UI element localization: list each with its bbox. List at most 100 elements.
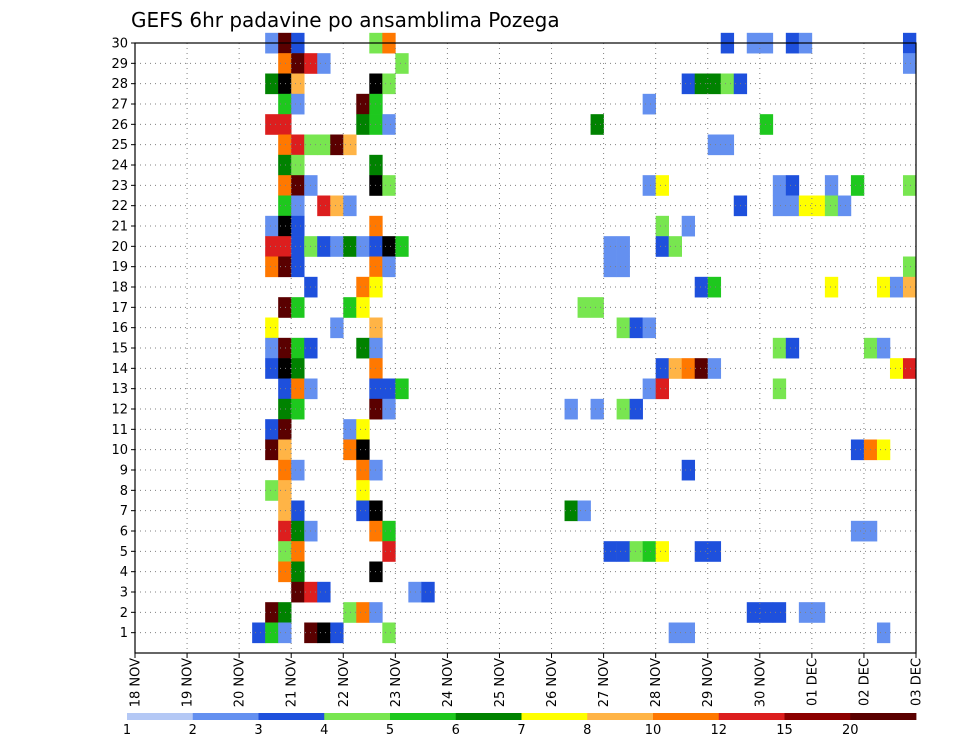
heatmap-cell <box>278 236 292 257</box>
y-tick-label: 2 <box>120 606 128 621</box>
heatmap-cell <box>772 378 787 400</box>
heatmap-cell <box>616 256 630 278</box>
heatmap-cell <box>278 93 292 115</box>
heatmap-cell <box>785 195 800 217</box>
heatmap-cell <box>291 93 305 115</box>
heatmap-cell <box>642 317 656 339</box>
heatmap-cell <box>681 215 696 237</box>
heatmap-cell <box>291 520 305 542</box>
heatmap-cell <box>278 622 292 644</box>
heatmap-cell <box>785 337 800 359</box>
legend-swatch <box>718 713 785 720</box>
heatmap-cell <box>291 500 305 522</box>
heatmap-cell <box>291 561 305 583</box>
y-tick-label: 22 <box>111 199 128 214</box>
heatmap-cell <box>590 297 604 318</box>
heatmap-cell <box>291 236 305 257</box>
heatmap-cell <box>889 276 904 298</box>
legend-swatch <box>324 713 391 720</box>
heatmap-cell <box>343 439 357 461</box>
heatmap-cell <box>278 500 292 522</box>
heatmap-cell <box>772 175 787 196</box>
heatmap-cell <box>876 439 891 461</box>
heatmap-cell <box>681 358 696 379</box>
y-tick-label: 30 <box>111 37 128 52</box>
heatmap-cell <box>317 195 331 217</box>
heatmap-cell <box>876 622 891 644</box>
legend-swatch <box>127 713 194 720</box>
heatmap-cell <box>278 459 292 481</box>
heatmap-cell <box>317 134 331 156</box>
y-tick-label: 19 <box>111 260 128 275</box>
heatmap-cell <box>278 134 292 156</box>
heatmap-cell <box>655 175 669 196</box>
heatmap-cell <box>278 358 292 379</box>
y-tick-label: 7 <box>120 504 128 519</box>
heatmap-cell <box>642 93 656 115</box>
x-tick-label: 18 NOV <box>129 658 144 707</box>
heatmap-cell <box>278 520 292 542</box>
heatmap-cell <box>824 276 839 298</box>
heatmap-cell <box>278 195 292 217</box>
heatmap-cell <box>291 297 305 318</box>
heatmap-cell <box>902 256 917 278</box>
heatmap-cell <box>590 398 604 420</box>
y-tick-label: 25 <box>111 138 128 153</box>
y-tick-label: 9 <box>120 464 128 479</box>
x-tick-label: 19 NOV <box>181 658 196 707</box>
heatmap-cell <box>278 154 292 176</box>
heatmap-cell <box>707 73 722 95</box>
heatmap-cell <box>330 317 344 339</box>
heatmap-cell <box>278 73 292 95</box>
y-tick-label: 5 <box>120 545 128 560</box>
heatmap-cell <box>278 439 292 461</box>
heatmap-cell <box>330 622 344 644</box>
heatmap-cell <box>824 175 839 196</box>
heatmap-cell <box>382 378 396 400</box>
heatmap-cell <box>291 73 305 95</box>
heatmap-cell <box>642 175 656 196</box>
heatmap-cell <box>902 358 917 379</box>
heatmap-cell <box>694 276 709 298</box>
heatmap-cell <box>291 581 305 603</box>
heatmap-cell <box>343 297 357 318</box>
legend-label: 2 <box>189 723 197 738</box>
y-tick-label: 28 <box>111 77 128 92</box>
x-tick-label: 24 NOV <box>441 658 456 707</box>
heatmap-cell <box>291 459 305 481</box>
heatmap-cell <box>278 256 292 278</box>
heatmap-cell <box>291 154 305 176</box>
heatmap-cell <box>343 602 357 623</box>
legend-swatch <box>587 713 654 720</box>
y-tick-label: 8 <box>120 484 128 499</box>
heatmap-cell <box>876 276 891 298</box>
heatmap-cell <box>265 602 279 623</box>
heatmap-cell <box>317 236 331 257</box>
legend-swatch <box>521 713 588 720</box>
x-tick-label: 21 NOV <box>285 658 300 707</box>
heatmap-cell <box>278 378 292 400</box>
y-tick-label: 15 <box>111 342 128 357</box>
heatmap-cell <box>759 602 774 623</box>
legend-label: 10 <box>645 723 662 738</box>
heatmap-cell <box>811 195 826 217</box>
heatmap-cell <box>291 256 305 278</box>
heatmap-cell <box>265 337 279 359</box>
heatmap-cell <box>850 439 865 461</box>
heatmap-cell <box>681 622 696 644</box>
x-tick-label: 23 NOV <box>389 658 404 707</box>
heatmap-cell <box>785 175 800 196</box>
heatmap-cell <box>317 581 331 603</box>
heatmap-cell <box>577 500 591 522</box>
heatmap-cell <box>629 398 643 420</box>
heatmap-cell <box>356 602 370 623</box>
heatmap-cell <box>317 622 331 644</box>
legend-label: 8 <box>583 723 591 738</box>
heatmap-cell <box>837 195 852 217</box>
heatmap-cell <box>824 195 839 217</box>
y-tick-label: 6 <box>120 525 128 540</box>
heatmap-cell <box>291 378 305 400</box>
heatmap-cell <box>265 358 279 379</box>
heatmap-cell <box>278 114 292 135</box>
